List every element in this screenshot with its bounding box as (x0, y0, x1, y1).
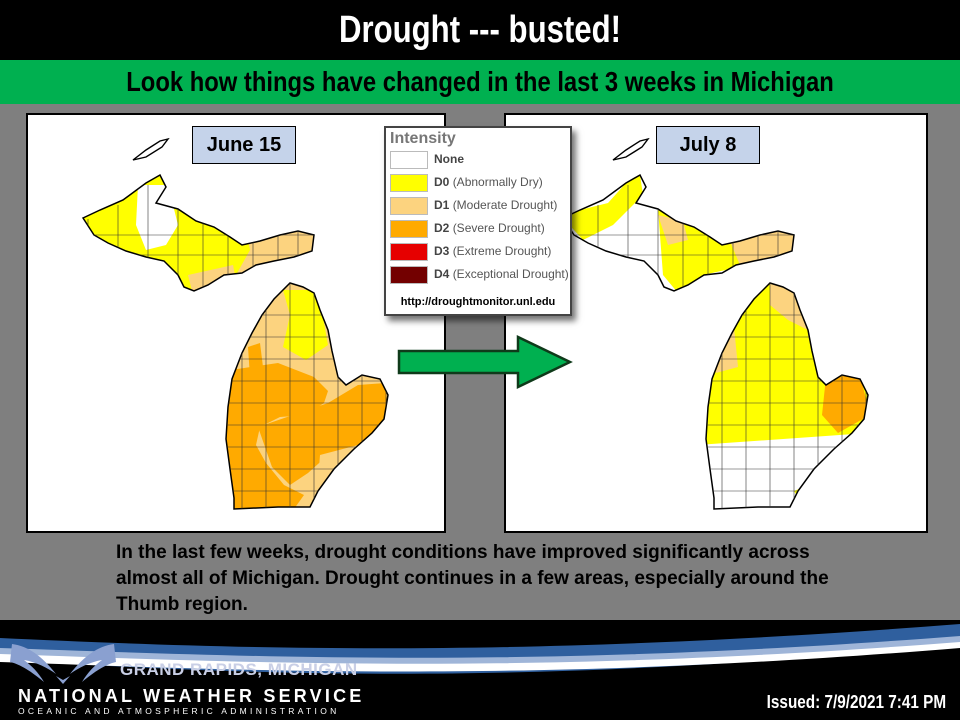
page-subtitle: Look how things have changed in the last… (126, 66, 834, 97)
legend-item-d0: D0 (Abnormally Dry) (390, 173, 570, 193)
summary-text: In the last few weeks, drought condition… (116, 542, 829, 615)
legend-code: D3 (434, 244, 450, 258)
legend-label: (Severe Drought) (452, 221, 545, 235)
legend-code: D2 (434, 221, 450, 235)
upper-peninsula (561, 173, 795, 292)
michigan-map-june (81, 137, 389, 510)
office-city: GRAND RAPIDS, MICHIGAN (120, 660, 358, 679)
isle-royale (612, 137, 650, 161)
date-label-july: July 8 (656, 126, 760, 164)
legend-item-d4: D4 (Exceptional Drought) (390, 265, 570, 285)
intensity-legend: Intensity None D0 (Abnormally Dry) D1 (M… (384, 126, 572, 316)
legend-label: (Moderate Drought) (452, 198, 558, 212)
legend-url: http://droughtmonitor.unl.edu (400, 296, 556, 308)
right-arrow-icon (397, 335, 573, 389)
legend-swatch (390, 266, 428, 284)
legend-item-d3: D3 (Extreme Drought) (390, 242, 570, 262)
legend-label: None (434, 152, 464, 166)
legend-swatch (390, 151, 428, 169)
legend-item-d1: D1 (Moderate Drought) (390, 196, 570, 216)
subtitle-bar (0, 60, 960, 104)
map-june-15 (26, 113, 446, 533)
noaa-name: OCEANIC AND ATMOSPHERIC ADMINISTRATION (18, 706, 340, 716)
county-lines-lower (706, 283, 868, 509)
issued-timestamp: Issued: 7/9/2021 7:41 PM (766, 692, 946, 712)
legend-code: D1 (434, 198, 450, 212)
footer-swoosh (0, 624, 960, 674)
legend-title: Intensity (390, 130, 456, 147)
page-title: Drought --- busted! (338, 9, 622, 51)
title-bar (0, 0, 960, 60)
date-label-june: June 15 (192, 126, 296, 164)
legend-swatch (390, 243, 428, 261)
legend-item-d2: D2 (Severe Drought) (390, 219, 570, 239)
legend-code: D4 (434, 267, 450, 281)
county-lines-lower (226, 283, 388, 509)
legend-swatch (390, 174, 428, 192)
michigan-map-july (561, 137, 869, 510)
legend-label: (Exceptional Drought) (452, 267, 569, 281)
legend-label: (Abnormally Dry) (452, 175, 543, 189)
legend-swatch (390, 197, 428, 215)
upper-peninsula (81, 173, 315, 292)
legend-code: D0 (434, 175, 450, 189)
nws-name: NATIONAL WEATHER SERVICE (18, 686, 365, 706)
isle-royale (132, 137, 170, 161)
legend-swatch (390, 220, 428, 238)
nws-wings-logo (10, 644, 116, 684)
map-july-8 (504, 113, 928, 533)
legend-item-none: None (390, 150, 570, 170)
legend-label: (Extreme Drought) (452, 244, 552, 258)
